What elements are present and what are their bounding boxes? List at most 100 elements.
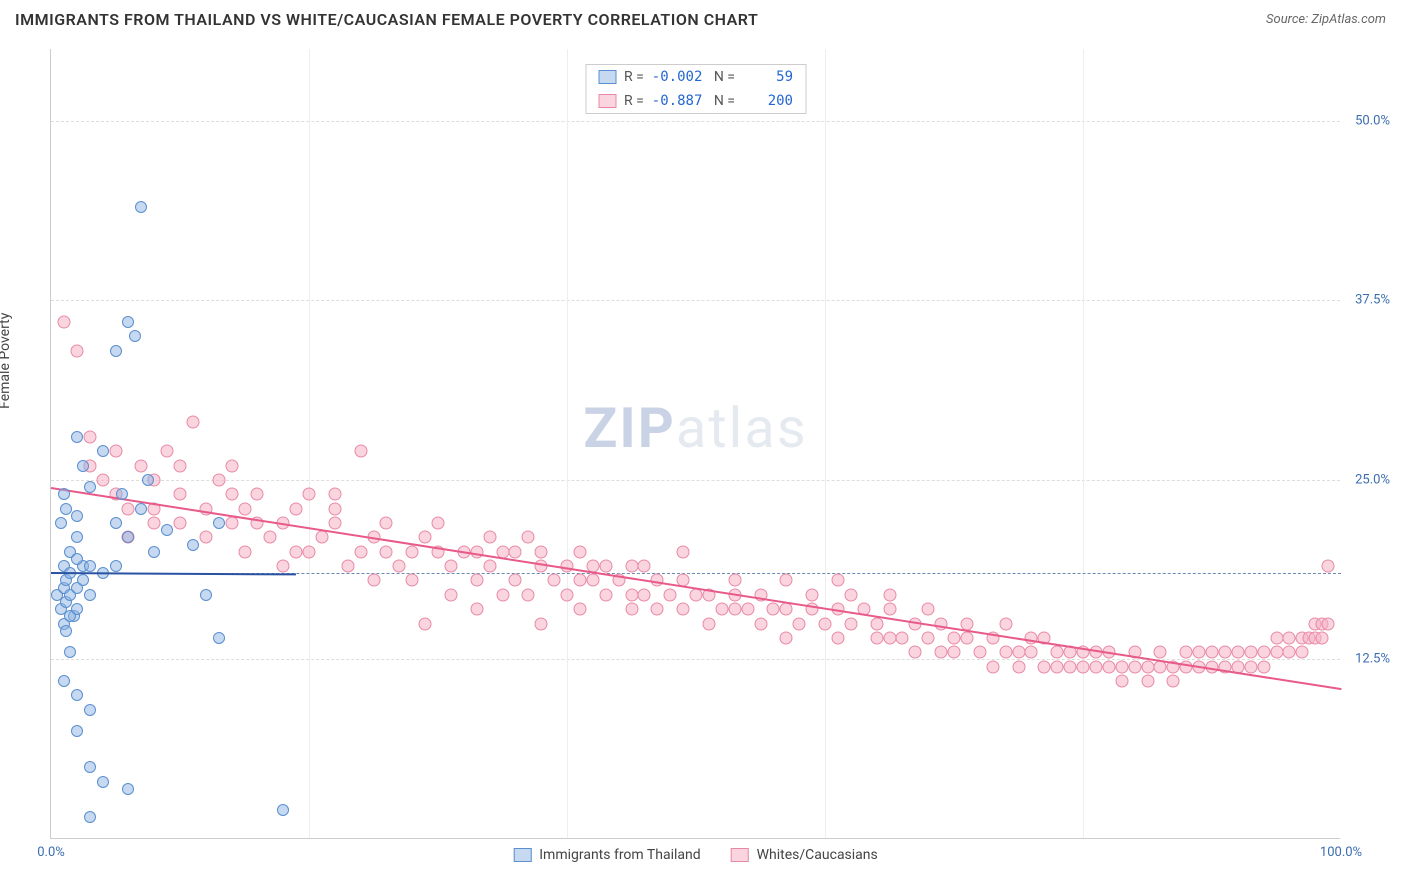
chart-title: IMMIGRANTS FROM THAILAND VS WHITE/CAUCAS…	[15, 10, 758, 29]
scatter-point	[110, 560, 122, 572]
scatter-point	[935, 646, 948, 659]
scatter-point	[973, 646, 986, 659]
scatter-point	[999, 617, 1012, 630]
scatter-point	[84, 481, 96, 493]
stat-n-value: 59	[743, 69, 793, 85]
scatter-point	[110, 517, 122, 529]
scatter-point	[277, 804, 289, 816]
scatter-point	[638, 588, 651, 601]
scatter-point	[793, 617, 806, 630]
trend-line	[51, 572, 296, 575]
scatter-point	[148, 517, 161, 530]
source-label: Source: ZipAtlas.com	[1266, 12, 1386, 27]
scatter-point	[651, 603, 664, 616]
scatter-point	[84, 811, 96, 823]
scatter-point	[57, 315, 70, 328]
scatter-point	[522, 531, 535, 544]
scatter-point	[870, 631, 883, 644]
scatter-point	[71, 603, 83, 615]
scatter-point	[1231, 646, 1244, 659]
scatter-point	[1322, 560, 1335, 573]
scatter-point	[1012, 646, 1025, 659]
gridline	[51, 121, 1340, 122]
scatter-point	[470, 603, 483, 616]
scatter-point	[1218, 646, 1231, 659]
scatter-point	[1141, 675, 1154, 688]
scatter-point	[599, 560, 612, 573]
scatter-point	[677, 545, 690, 558]
scatter-point	[225, 517, 238, 530]
scatter-point	[315, 531, 328, 544]
scatter-point	[1257, 660, 1270, 673]
scatter-point	[677, 603, 690, 616]
scatter-point	[728, 574, 741, 587]
scatter-point	[831, 631, 844, 644]
gridline	[1083, 49, 1084, 838]
scatter-point	[1167, 675, 1180, 688]
scatter-point	[58, 488, 70, 500]
scatter-point	[922, 603, 935, 616]
scatter-point	[225, 459, 238, 472]
scatter-point	[328, 517, 341, 530]
scatter-point	[380, 545, 393, 558]
scatter-point	[1315, 631, 1328, 644]
scatter-point	[1206, 646, 1219, 659]
scatter-point	[277, 560, 290, 573]
scatter-point	[328, 502, 341, 515]
scatter-point	[174, 488, 187, 501]
scatter-point	[767, 603, 780, 616]
gridline	[51, 300, 1340, 301]
scatter-point	[922, 631, 935, 644]
scatter-point	[599, 588, 612, 601]
stat-r-label: R =	[624, 69, 644, 85]
scatter-point	[1257, 646, 1270, 659]
scatter-point	[715, 603, 728, 616]
scatter-point	[986, 660, 999, 673]
scatter-point	[780, 574, 793, 587]
scatter-point	[1089, 660, 1102, 673]
scatter-point	[393, 560, 406, 573]
scatter-point	[780, 603, 793, 616]
scatter-point	[303, 488, 316, 501]
legend-swatch	[513, 848, 531, 862]
scatter-point	[1077, 660, 1090, 673]
scatter-point	[354, 545, 367, 558]
scatter-point	[77, 574, 89, 586]
scatter-point	[664, 588, 677, 601]
scatter-point	[84, 761, 96, 773]
legend-label: Whites/Caucasians	[757, 847, 878, 863]
plot-area: ZIPatlas R =-0.002 N =59R =-0.887 N =200…	[50, 49, 1340, 839]
ytick-label: 37.5%	[1355, 293, 1390, 308]
scatter-point	[586, 574, 599, 587]
scatter-point	[806, 588, 819, 601]
gridline	[309, 49, 310, 838]
scatter-point	[741, 603, 754, 616]
scatter-point	[909, 646, 922, 659]
scatter-point	[754, 617, 767, 630]
scatter-point	[341, 560, 354, 573]
scatter-point	[625, 560, 638, 573]
scatter-point	[122, 783, 134, 795]
xtick-label: 100.0%	[1320, 845, 1362, 860]
gridline	[825, 49, 826, 838]
scatter-point	[1244, 646, 1257, 659]
legend-swatch	[598, 94, 616, 108]
scatter-point	[71, 431, 83, 443]
scatter-point	[64, 646, 76, 658]
scatter-point	[831, 574, 844, 587]
scatter-point	[380, 517, 393, 530]
scatter-point	[238, 502, 251, 515]
scatter-point	[573, 603, 586, 616]
watermark: ZIPatlas	[583, 395, 807, 461]
scatter-point	[1141, 660, 1154, 673]
legend-swatch	[731, 848, 749, 862]
legend-item: Immigrants from Thailand	[513, 847, 700, 863]
scatter-point	[213, 517, 225, 529]
scatter-point	[161, 524, 173, 536]
scatter-point	[122, 316, 134, 328]
stats-row: R =-0.002 N =59	[586, 65, 805, 89]
scatter-point	[535, 545, 548, 558]
scatter-point	[186, 416, 199, 429]
scatter-point	[548, 574, 561, 587]
scatter-point	[135, 201, 147, 213]
